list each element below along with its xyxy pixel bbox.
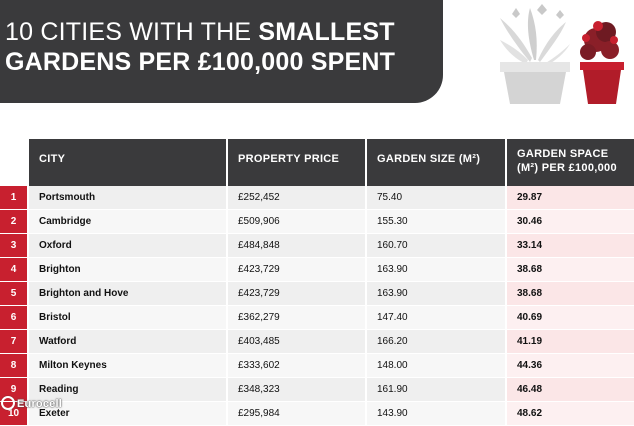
rank-cell: 4 — [0, 257, 28, 282]
price-cell: £333,602 — [226, 353, 366, 378]
city-cell: Brighton — [27, 257, 227, 282]
city-header: CITY — [27, 139, 227, 186]
garden-space-cell: 40.69 — [505, 305, 634, 330]
white-flower-pot-icon — [500, 4, 570, 104]
price-cell: £362,279 — [226, 305, 366, 330]
garden-space-header-line2: (M²) PER £100,000 — [517, 162, 617, 174]
city-cell: Portsmouth — [27, 186, 227, 210]
garden-space-cell: 48.62 — [505, 401, 634, 426]
garden-space-cell: 33.14 — [505, 233, 634, 258]
table-row: 7 Watford £403,485 166.20 41.19 — [0, 329, 634, 354]
title-bold-text: SMALLEST — [258, 18, 395, 46]
brand-logo: Eurocell — [1, 396, 62, 410]
garden-size-cell: 163.90 — [365, 257, 506, 282]
garden-space-cell: 44.36 — [505, 353, 634, 378]
logo-mark-icon — [1, 396, 15, 410]
garden-space-cell: 38.68 — [505, 257, 634, 282]
price-cell: £423,729 — [226, 257, 366, 282]
price-cell: £403,485 — [226, 329, 366, 354]
title-banner: 10 CITIES WITH THE SMALLEST GARDENS PER … — [0, 0, 443, 103]
table-row: 5 Brighton and Hove £423,729 163.90 38.68 — [0, 281, 634, 306]
page-title: 10 CITIES WITH THE SMALLEST GARDENS PER … — [5, 17, 395, 77]
garden-size-cell: 160.70 — [365, 233, 506, 258]
table-row: 10 Exeter £295,984 143.90 48.62 — [0, 401, 634, 426]
garden-size-header: GARDEN SIZE (M²) — [365, 139, 506, 186]
price-cell: £252,452 — [226, 186, 366, 210]
city-cell: Cambridge — [27, 209, 227, 234]
garden-size-cell: 155.30 — [365, 209, 506, 234]
city-cell: Oxford — [27, 233, 227, 258]
garden-size-cell: 166.20 — [365, 329, 506, 354]
logo-text: Eurocell — [17, 398, 63, 410]
price-cell: £484,848 — [226, 233, 366, 258]
city-cell: Milton Keynes — [27, 353, 227, 378]
garden-size-cell: 147.40 — [365, 305, 506, 330]
price-cell: £509,906 — [226, 209, 366, 234]
price-cell: £348,323 — [226, 377, 366, 402]
rank-header — [0, 139, 28, 186]
garden-size-cell: 75.40 — [365, 186, 506, 210]
table-row: 9 Reading £348,323 161.90 46.48 — [0, 377, 634, 402]
garden-space-header: GARDEN SPACE (M²) PER £100,000 — [505, 139, 634, 186]
city-cell: Bristol — [27, 305, 227, 330]
title-line-1: 10 CITIES WITH THE SMALLEST — [5, 17, 395, 47]
city-cell: Brighton and Hove — [27, 281, 227, 306]
title-light-text: 10 CITIES WITH THE — [5, 18, 259, 46]
table-row: 2 Cambridge £509,906 155.30 30.46 — [0, 209, 634, 234]
title-line-2: GARDENS PER £100,000 SPENT — [5, 48, 396, 76]
table-row: 4 Brighton £423,729 163.90 38.68 — [0, 257, 634, 282]
price-cell: £295,984 — [226, 401, 366, 426]
cities-table-container: CITY PROPERTY PRICE GARDEN SIZE (M²) GAR… — [0, 139, 634, 426]
rank-cell: 5 — [0, 281, 28, 306]
garden-space-cell: 29.87 — [505, 186, 634, 210]
cities-table: CITY PROPERTY PRICE GARDEN SIZE (M²) GAR… — [0, 139, 634, 426]
garden-size-cell: 161.90 — [365, 377, 506, 402]
red-flower-pot-icon — [580, 21, 624, 104]
rank-cell: 1 — [0, 186, 28, 210]
city-cell: Watford — [27, 329, 227, 354]
plant-illustration — [500, 4, 624, 104]
garden-size-cell: 143.90 — [365, 401, 506, 426]
garden-space-header-line1: GARDEN SPACE — [517, 148, 609, 160]
table-row: 8 Milton Keynes £333,602 148.00 44.36 — [0, 353, 634, 378]
table-row: 1 Portsmouth £252,452 75.40 29.87 — [0, 186, 634, 210]
rank-cell: 3 — [0, 233, 28, 258]
garden-size-cell: 148.00 — [365, 353, 506, 378]
garden-size-cell: 163.90 — [365, 281, 506, 306]
garden-space-cell: 46.48 — [505, 377, 634, 402]
price-cell: £423,729 — [226, 281, 366, 306]
garden-space-cell: 38.68 — [505, 281, 634, 306]
garden-space-cell: 41.19 — [505, 329, 634, 354]
city-cell: Reading — [27, 377, 227, 402]
rank-cell: 6 — [0, 305, 28, 330]
table-row: 6 Bristol £362,279 147.40 40.69 — [0, 305, 634, 330]
rank-cell: 8 — [0, 353, 28, 378]
table-row: 3 Oxford £484,848 160.70 33.14 — [0, 233, 634, 258]
price-header: PROPERTY PRICE — [226, 139, 366, 186]
rank-cell: 7 — [0, 329, 28, 354]
rank-cell: 2 — [0, 209, 28, 234]
garden-space-cell: 30.46 — [505, 209, 634, 234]
table-header-row: CITY PROPERTY PRICE GARDEN SIZE (M²) GAR… — [0, 139, 634, 186]
